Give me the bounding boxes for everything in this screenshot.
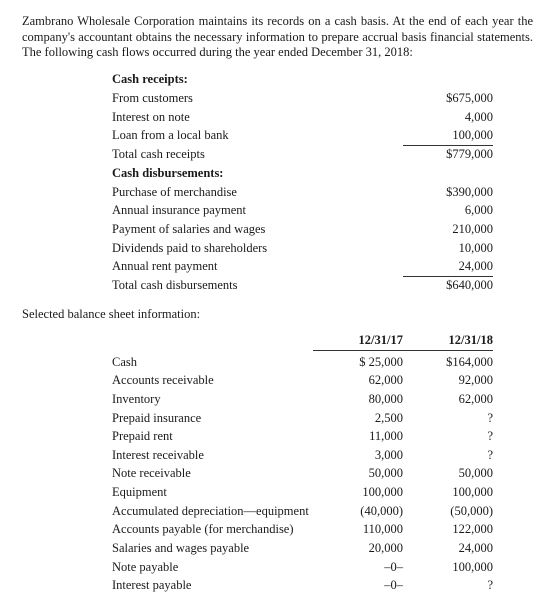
bs-v1: 20,000 [313,539,403,558]
cash-flows-table: Cash receipts: From customers$675,000 In… [22,71,533,296]
bs-v1: 11,000 [313,428,403,447]
row-value: $390,000 [403,183,493,202]
bs-v2: 24,000 [403,539,493,558]
row-value: $779,000 [403,145,493,164]
bs-label: Equipment [112,484,313,503]
bs-label: Salaries and wages payable [112,539,313,558]
bs-label: Inventory [112,390,313,409]
bs-v2: 100,000 [403,484,493,503]
bs-v1: 62,000 [313,372,403,391]
col-header-1: 12/31/17 [313,331,403,351]
row-label: Payment of salaries and wages [112,220,403,239]
row-value: $640,000 [403,276,493,295]
bs-v1: (40,000) [313,502,403,521]
row-value: 4,000 [403,108,493,127]
row-value: $675,000 [403,90,493,109]
row-value: 100,000 [403,127,493,146]
bs-label: Interest receivable [112,446,313,465]
row-label: Interest on note [112,108,403,127]
row-label: Total cash disbursements [112,277,403,296]
bs-v1: 100,000 [313,484,403,503]
row-label: Loan from a local bank [112,127,403,146]
balance-sheet-subheading: Selected balance sheet information: [22,307,533,323]
bs-label: Note payable [112,558,313,577]
bs-v2: $164,000 [403,353,493,372]
disbursements-header: Cash disbursements: [112,165,493,184]
row-label: Dividends paid to shareholders [112,239,403,258]
bs-label: Prepaid insurance [112,409,313,428]
bs-label: Prepaid rent [112,428,313,447]
balance-sheet-table: 12/31/17 12/31/18 Cash$ 25,000$164,000 A… [22,331,533,595]
bs-label: Cash [112,353,313,372]
row-label: Purchase of merchandise [112,183,403,202]
bs-v2: 62,000 [403,390,493,409]
bs-v2: 122,000 [403,521,493,540]
bs-v2: ? [403,409,493,428]
row-value: 10,000 [403,239,493,258]
bs-v2: 92,000 [403,372,493,391]
bs-v2: (50,000) [403,502,493,521]
intro-paragraph: Zambrano Wholesale Corporation maintains… [22,14,533,61]
bs-v2: 50,000 [403,465,493,484]
bs-v1: 3,000 [313,446,403,465]
bs-v2: 100,000 [403,558,493,577]
row-label: Total cash receipts [112,146,403,165]
bs-v2: ? [403,446,493,465]
bs-v2: ? [403,428,493,447]
bs-label: Interest payable [112,577,313,596]
row-value: 6,000 [403,202,493,221]
col-header-2: 12/31/18 [403,331,493,351]
row-label: Annual insurance payment [112,202,403,221]
row-label: From customers [112,90,403,109]
bs-v2: ? [403,577,493,596]
bs-v1: –0– [313,558,403,577]
bs-v1: 110,000 [313,521,403,540]
bs-label: Accounts payable (for merchandise) [112,521,313,540]
receipts-header: Cash receipts: [112,71,493,90]
bs-label: Accumulated depreciation—equipment [112,502,313,521]
bs-v1: 80,000 [313,390,403,409]
row-value: 24,000 [403,258,493,277]
row-label: Annual rent payment [112,258,403,277]
bs-v1: $ 25,000 [313,353,403,372]
bs-v1: 2,500 [313,409,403,428]
bs-v1: –0– [313,577,403,596]
bs-v1: 50,000 [313,465,403,484]
bs-label: Note receivable [112,465,313,484]
bs-label: Accounts receivable [112,372,313,391]
row-value: 210,000 [403,220,493,239]
